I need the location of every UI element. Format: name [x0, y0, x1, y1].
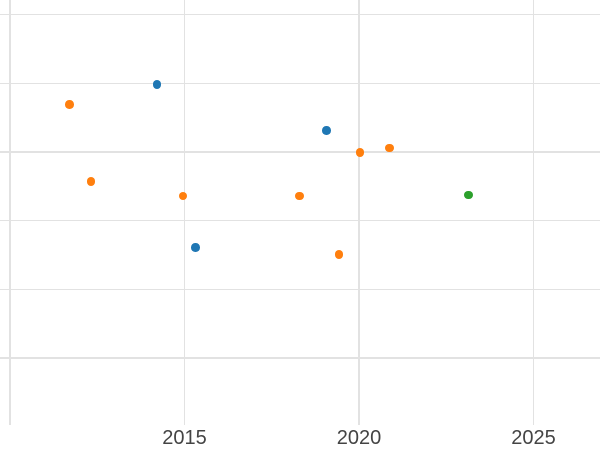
scatter-point-blue	[152, 80, 162, 89]
scatter-point-orange	[385, 143, 394, 153]
scatter-point-blue	[191, 243, 200, 252]
scatter-point-orange	[295, 191, 304, 201]
y-gridline-1	[0, 357, 600, 359]
scatter-point-blue	[322, 126, 331, 135]
x-gridline-2020	[358, 0, 360, 425]
scatter-point-orange	[86, 177, 96, 186]
y-gridline-3	[0, 219, 600, 222]
x-gridline-2010	[9, 0, 11, 425]
x-gridline-2015	[183, 0, 186, 425]
x-tick-label-2025: 2025	[511, 427, 556, 449]
x-tick-label-2015: 2015	[162, 427, 207, 449]
x-tick-label-2020: 2020	[336, 427, 382, 449]
y-gridline-6	[0, 13, 600, 16]
y-gridline-5	[0, 82, 600, 84]
scatter-point-orange	[334, 250, 344, 259]
scatter-point-green	[464, 190, 473, 200]
scatter-point-orange	[65, 100, 74, 109]
y-gridline-4	[0, 151, 600, 153]
x-gridline-2025	[532, 0, 535, 425]
scatter-point-orange	[178, 191, 188, 201]
scatter-point-orange	[355, 148, 365, 157]
y-gridline-2	[0, 288, 600, 290]
